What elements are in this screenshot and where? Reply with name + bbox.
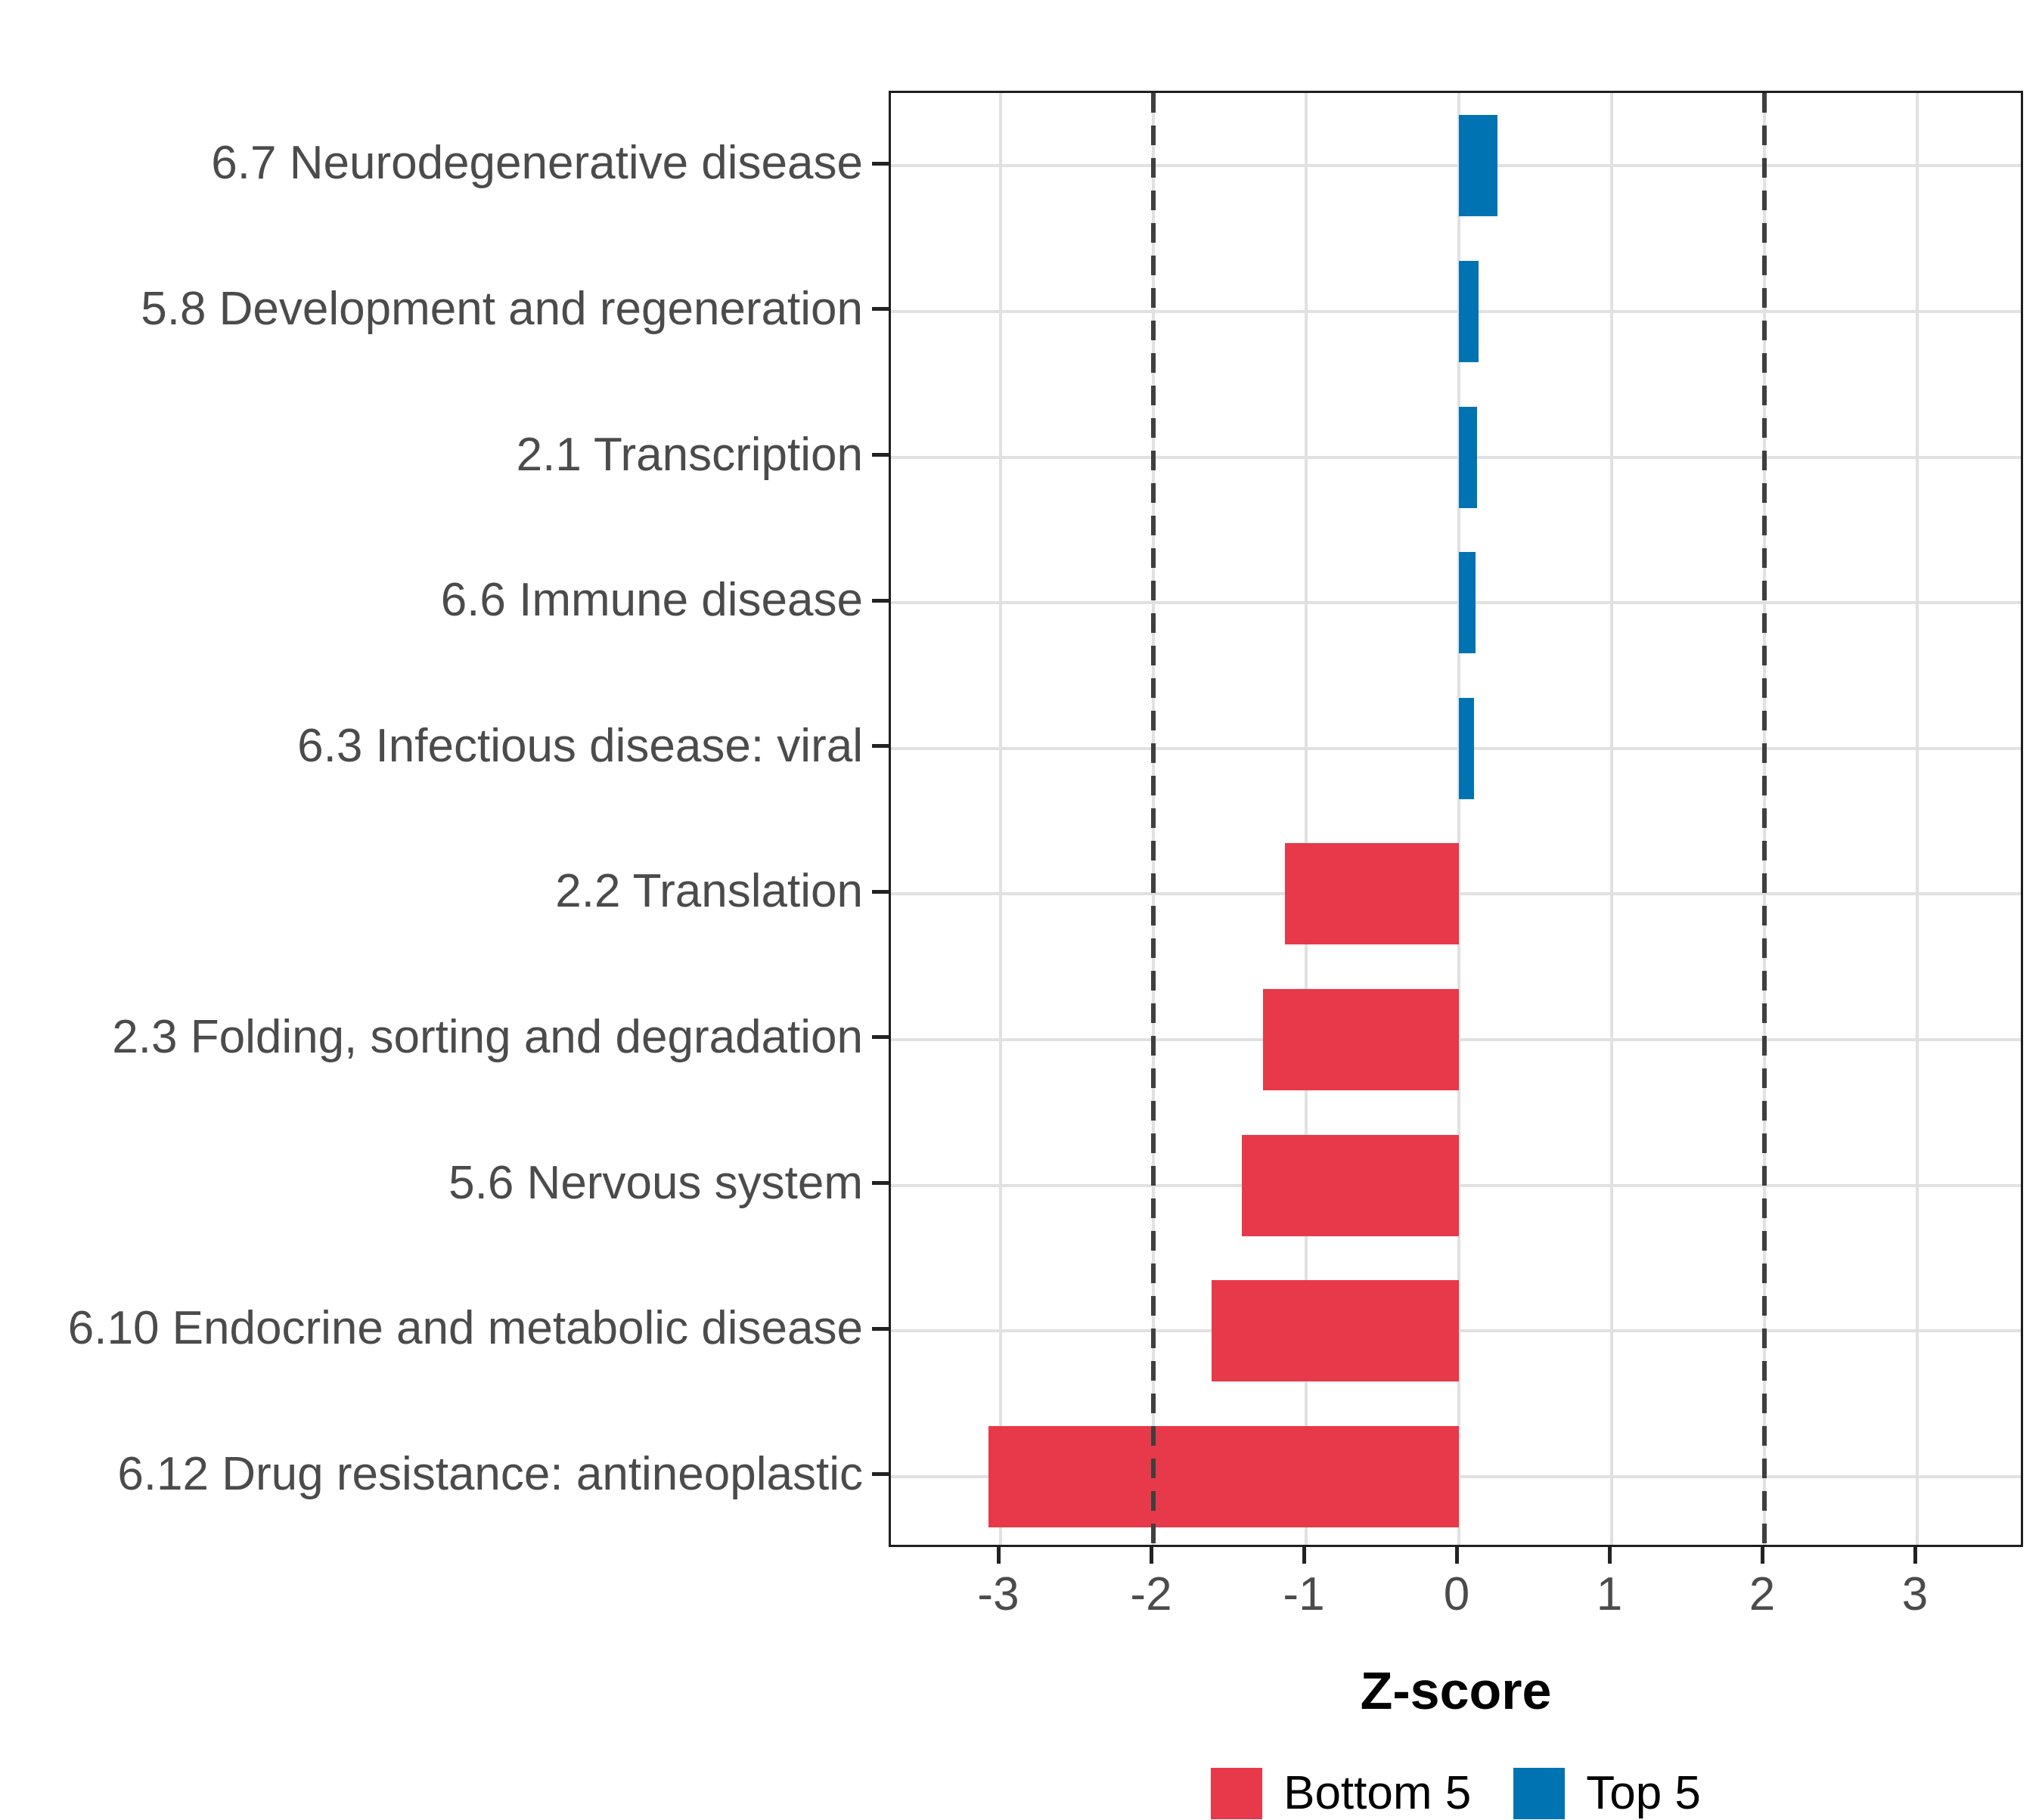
x-axis-tick [1760, 1547, 1764, 1564]
bar [1242, 1134, 1459, 1236]
x-axis-tick-label: -3 [977, 1568, 1019, 1620]
gridline-horizontal [891, 455, 2021, 459]
x-axis-tick [1454, 1547, 1459, 1564]
y-axis-label: 6.12 Drug resistance: antineoplastic [117, 1447, 863, 1500]
reference-line [1151, 93, 1156, 1545]
y-axis-tick [872, 1472, 889, 1477]
y-axis-label: 2.2 Translation [555, 865, 863, 918]
x-axis-tick [1149, 1547, 1153, 1564]
legend: Bottom 5 Top 5 [889, 1766, 2023, 1820]
legend-swatch-top5 [1513, 1767, 1566, 1819]
y-axis-label: 2.3 Folding, sorting and degradation [112, 1010, 863, 1063]
gridline-horizontal [891, 746, 2021, 750]
gridline-horizontal [891, 601, 2021, 605]
x-axis-tick-label: -2 [1130, 1568, 1172, 1620]
bar [1459, 697, 1475, 799]
legend-swatch-bottom5 [1211, 1767, 1263, 1819]
y-axis-label: 6.6 Immune disease [440, 574, 863, 627]
x-axis-title: Z-score [1360, 1661, 1552, 1720]
bar [1284, 843, 1459, 945]
y-axis-label: 6.3 Infectious disease: viral [297, 719, 863, 772]
y-axis-tick [872, 453, 889, 457]
gridline-vertical [999, 93, 1002, 1545]
gridline-horizontal [891, 164, 2021, 168]
y-axis-tick [872, 889, 889, 894]
y-axis-tick [872, 307, 889, 312]
y-axis-label: 2.1 Transcription [516, 428, 863, 481]
x-axis-tick [1302, 1547, 1306, 1564]
y-axis-tick [872, 1326, 889, 1331]
y-axis-label: 5.8 Development and regeneration [141, 282, 863, 335]
plot-panel [889, 91, 2023, 1547]
y-axis-tick [872, 744, 889, 749]
gridline-vertical [1610, 93, 1613, 1545]
x-axis-tick [1607, 1547, 1612, 1564]
bar [1211, 1280, 1459, 1382]
x-axis-tick-label: 0 [1443, 1568, 1470, 1620]
y-axis-tick [872, 1035, 889, 1040]
reference-line [1762, 93, 1767, 1545]
x-axis-tick [996, 1547, 1001, 1564]
gridline-vertical [1305, 93, 1308, 1545]
y-axis-tick [872, 1181, 889, 1185]
bar [1459, 115, 1497, 217]
bar [988, 1425, 1459, 1527]
gridline-horizontal [891, 309, 2021, 313]
bar [1263, 988, 1459, 1090]
x-axis-tick [1913, 1547, 1917, 1564]
bar [1459, 552, 1476, 654]
x-axis-tick-label: 3 [1901, 1568, 1929, 1620]
y-axis-label: 6.10 Endocrine and metabolic disease [67, 1302, 863, 1355]
y-axis-label: 6.7 Neurodegenerative disease [211, 137, 863, 190]
bar [1459, 406, 1478, 508]
x-axis-tick-label: 1 [1596, 1568, 1623, 1620]
bar [1459, 260, 1479, 362]
gridline-vertical [1916, 93, 1919, 1545]
y-axis-label: 5.6 Nervous system [448, 1156, 863, 1209]
y-axis-tick [872, 161, 889, 166]
legend-label-bottom5: Bottom 5 [1283, 1767, 1472, 1819]
x-axis-tick-label: -1 [1283, 1568, 1325, 1620]
legend-label-top5: Top 5 [1586, 1767, 1701, 1819]
x-axis-tick-label: 2 [1749, 1568, 1776, 1620]
y-axis-tick [872, 598, 889, 603]
gridline-vertical [1457, 93, 1460, 1545]
